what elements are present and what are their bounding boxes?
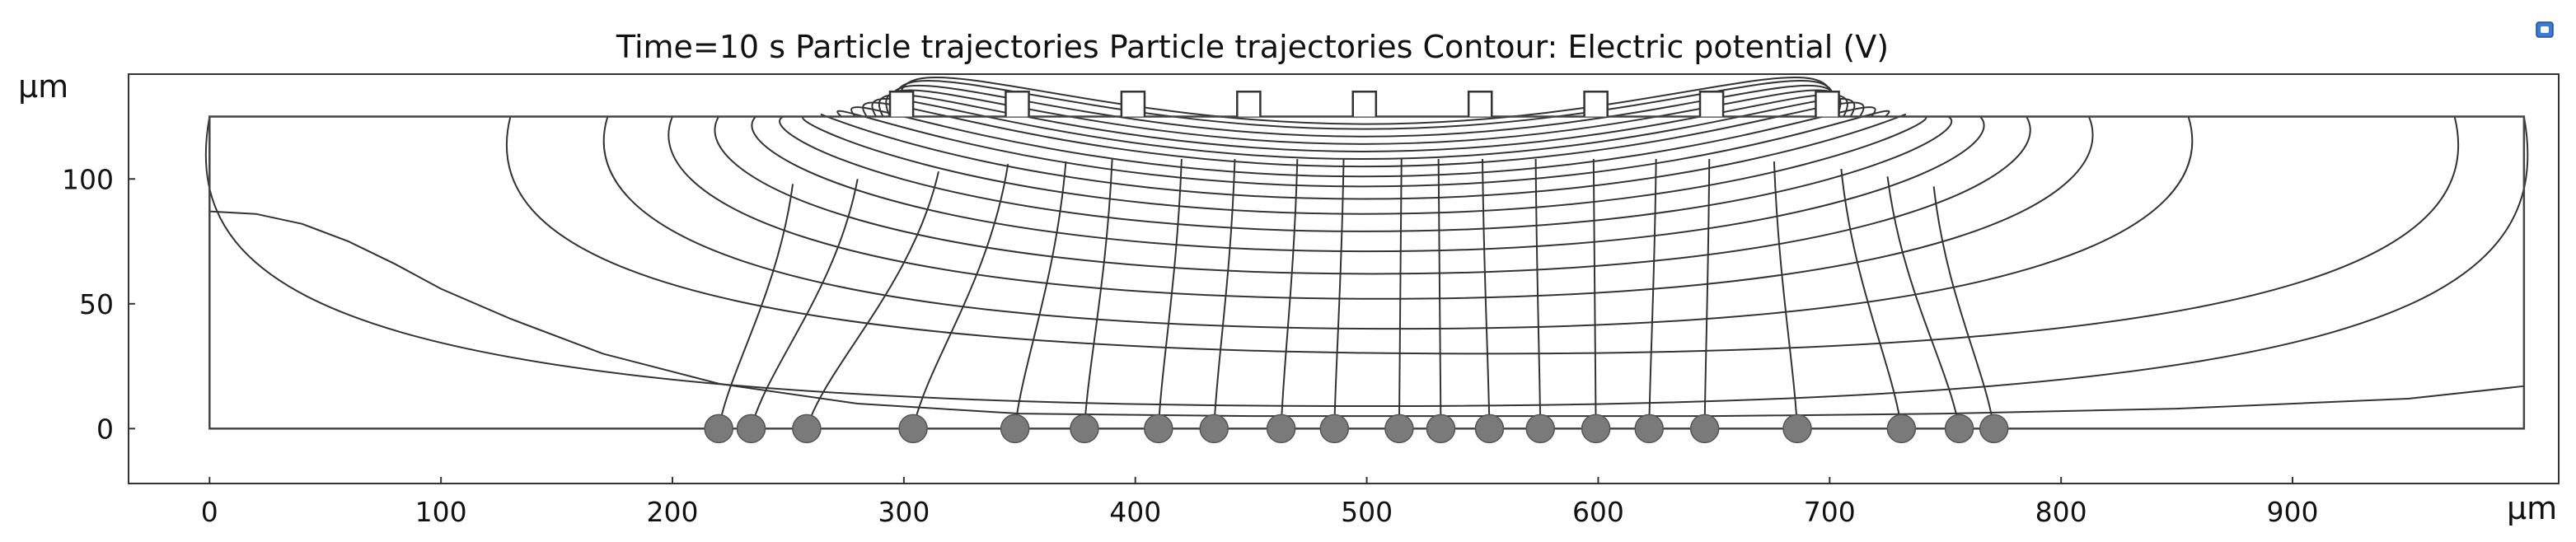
particle-trajectory	[1482, 159, 1491, 429]
potential-contour-line	[889, 84, 1837, 138]
particle	[898, 414, 928, 444]
potential-contour-line	[779, 115, 1953, 232]
potential-contour-line	[204, 116, 2529, 408]
chart-title: Time=10 s Particle trajectories Particle…	[616, 29, 1889, 65]
particle-trajectory	[1437, 159, 1442, 429]
potential-contour-line	[751, 115, 1985, 253]
particle	[1979, 414, 2009, 444]
electrode	[1120, 90, 1146, 117]
y-axis-unit-label: μm	[18, 68, 68, 105]
particle-trajectory	[1592, 159, 1597, 429]
potential-contour-line	[894, 80, 1835, 130]
x-axis-unit-label: μm	[2507, 490, 2557, 526]
particle	[1384, 414, 1414, 444]
electrode	[1005, 90, 1030, 117]
particle-trajectory	[1932, 186, 1995, 429]
particle	[704, 414, 733, 444]
electrode	[1236, 90, 1262, 117]
x-tick-label: 0	[201, 496, 218, 528]
y-axis-ticks: 0 50 100	[62, 163, 135, 445]
particle	[792, 414, 822, 444]
particle-trajectory	[1280, 159, 1299, 429]
electrode	[1698, 90, 1725, 117]
x-tick-label: 900	[2267, 496, 2319, 528]
electrode	[1583, 90, 1609, 117]
particle-trajectory	[1840, 169, 1903, 429]
potential-contour-line	[714, 116, 2031, 275]
particle-trajectory	[718, 184, 794, 429]
electrode	[1351, 90, 1378, 117]
domain-boundary	[208, 115, 2526, 430]
particle	[1782, 414, 1812, 444]
potential-contour-line	[209, 210, 2524, 418]
particle-trajectory	[750, 179, 859, 429]
particle-trajectories	[718, 158, 1995, 429]
y-tick-label: 50	[79, 288, 114, 320]
particle-trajectory	[1398, 159, 1403, 429]
particle	[1319, 414, 1350, 444]
particle-trajectory	[1083, 158, 1113, 429]
particle	[1266, 414, 1296, 444]
particle	[1144, 414, 1173, 444]
potential-contour-line	[836, 110, 1890, 188]
settings-icon[interactable]	[2536, 21, 2554, 38]
particle	[1426, 414, 1456, 444]
electrode	[1815, 90, 1840, 117]
particles	[704, 414, 2009, 444]
potential-contour-line	[602, 116, 2194, 330]
electrode	[888, 90, 915, 117]
particle	[1581, 414, 1611, 444]
particle-trajectory	[1648, 159, 1657, 429]
potential-contour-line	[820, 114, 1907, 200]
y-tick-label: 100	[62, 163, 114, 195]
x-tick-label: 400	[1109, 496, 1161, 528]
x-tick-label: 200	[647, 496, 699, 528]
electrode	[1467, 90, 1493, 117]
x-tick-label: 100	[415, 496, 467, 528]
particle	[736, 414, 766, 444]
particle-trajectory	[1773, 161, 1798, 429]
particle	[1689, 414, 1720, 444]
potential-contours	[204, 76, 2529, 418]
potential-contour-line	[878, 93, 1848, 152]
particle-trajectory	[805, 171, 939, 429]
potential-contour-line	[667, 116, 2094, 300]
potential-contour-line	[505, 116, 2460, 355]
particle	[1070, 414, 1099, 444]
x-tick-label: 700	[1804, 496, 1856, 528]
plot-frame	[128, 73, 2560, 484]
particle-trajectory	[1157, 158, 1183, 429]
particle	[1000, 414, 1030, 444]
particle	[1525, 414, 1555, 444]
particle	[1886, 414, 1917, 444]
particle-trajectory	[1014, 161, 1067, 429]
y-tick-label: 0	[96, 413, 114, 445]
electrodes	[888, 90, 1840, 117]
particle	[1634, 414, 1664, 444]
particle-trajectory	[1886, 176, 1960, 429]
particle-trajectory	[912, 163, 1009, 429]
x-tick-label: 500	[1341, 496, 1393, 528]
particle-trajectory	[1534, 159, 1542, 429]
x-axis-ticks: 0 100 200 300 400 500 600 700 800 900	[201, 477, 2319, 528]
particle-trajectory	[1703, 159, 1711, 429]
x-tick-label: 600	[1572, 496, 1624, 528]
x-tick-label: 300	[878, 496, 930, 528]
potential-contour-line	[802, 115, 1927, 215]
potential-contour-line	[899, 76, 1833, 125]
particle	[1944, 414, 1974, 444]
particle-trajectory	[1213, 159, 1236, 429]
particle	[1199, 414, 1229, 444]
particle-trajectory	[1333, 159, 1345, 429]
potential-contour-line	[885, 89, 1842, 145]
particle	[1474, 414, 1505, 444]
x-tick-label: 800	[2035, 496, 2087, 528]
